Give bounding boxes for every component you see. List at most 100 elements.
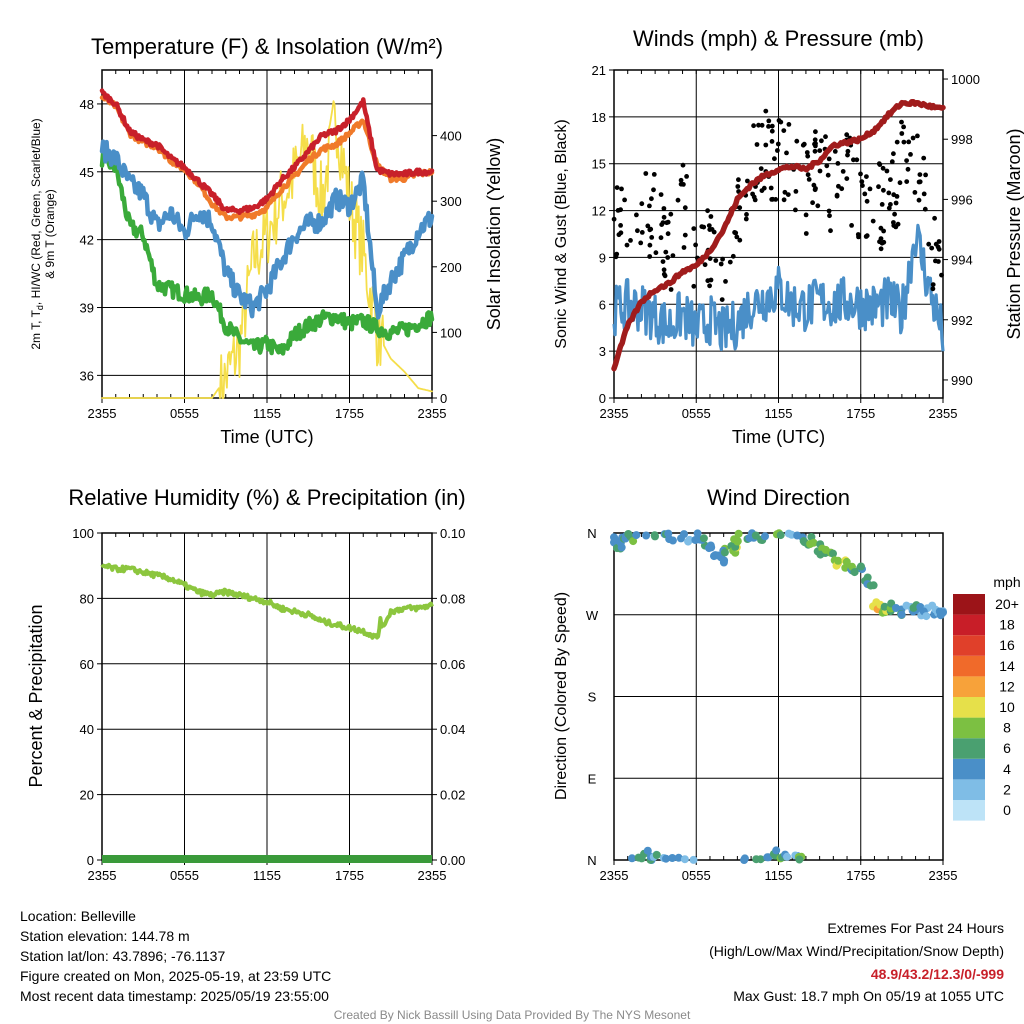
gust-point — [856, 234, 861, 240]
gust-point — [763, 142, 769, 148]
gust-point — [891, 192, 897, 198]
gust-point — [863, 234, 869, 239]
gust-point — [660, 220, 666, 226]
gust-point — [684, 174, 689, 179]
direction-point — [892, 604, 900, 612]
direction-point — [756, 855, 765, 864]
gust-point — [929, 245, 935, 251]
y2-axis-label: Solar Insolation (Yellow) — [484, 138, 504, 330]
max-gust-text: Max Gust: 18.7 mph On 05/19 at 1055 UTC — [733, 988, 1004, 1004]
gust-point — [649, 196, 654, 202]
gust-point — [730, 253, 736, 259]
y-tick-label: 48 — [80, 97, 94, 112]
gust-point — [782, 189, 788, 195]
gust-point — [702, 262, 708, 268]
x-tick-label: 2355 — [929, 406, 958, 421]
gust-point — [768, 185, 774, 191]
gust-point — [619, 186, 624, 192]
y2-tick-label: 996 — [951, 192, 973, 207]
colorbar-label: 6 — [1003, 740, 1011, 756]
colorbar-swatch — [953, 676, 985, 697]
gust-point — [661, 214, 667, 220]
gust-point — [758, 166, 764, 172]
gust-point — [879, 240, 885, 246]
gust-point — [668, 287, 674, 292]
gust-point — [786, 122, 792, 127]
colorbar-swatch — [953, 779, 985, 800]
gust-point — [888, 177, 893, 183]
gust-point — [859, 179, 865, 185]
direction-point — [733, 537, 742, 546]
gust-point — [805, 172, 811, 178]
y-tick-label: 9 — [599, 250, 606, 265]
y-tick-label: 36 — [80, 368, 94, 383]
y-tick-label: 39 — [80, 301, 94, 316]
gust-point — [681, 245, 687, 250]
direction-point — [922, 612, 931, 621]
direction-point — [668, 854, 677, 862]
y-tick-label: 0 — [87, 853, 94, 868]
y2-tick-label: 1000 — [951, 72, 980, 87]
gust-point — [670, 253, 676, 258]
gust-point — [705, 208, 710, 214]
y2-tick-label: 100 — [440, 325, 462, 340]
gust-point — [878, 236, 884, 242]
gust-point — [812, 187, 818, 193]
gust-point — [904, 158, 909, 164]
x-tick-label: 1755 — [846, 868, 875, 883]
gust-point — [886, 190, 892, 196]
direction-point — [680, 855, 689, 864]
gust-point — [845, 152, 850, 158]
direction-point — [909, 603, 918, 612]
colorbar-swatch — [953, 614, 985, 636]
gust-point — [624, 242, 630, 248]
recent-data-text: Most recent data timestamp: 2025/05/19 2… — [20, 988, 329, 1004]
gust-point — [663, 249, 669, 255]
gust-point — [622, 197, 627, 203]
gust-point — [906, 139, 912, 145]
y2-axis-label: Station Pressure (Maroon) — [1004, 128, 1024, 339]
direction-point — [651, 532, 659, 541]
gust-point — [864, 198, 870, 204]
extremes-title: Extremes For Past 24 Hours — [827, 920, 1004, 936]
gust-point — [706, 223, 712, 229]
gust-point — [635, 228, 640, 234]
gust-point — [618, 207, 623, 213]
x-tick-label: 1155 — [765, 406, 793, 421]
colorbar-swatch — [953, 635, 985, 656]
chart-title: Winds (mph) & Pressure (mb) — [633, 26, 924, 51]
gust-point — [936, 239, 942, 244]
y2-tick-label: 990 — [951, 373, 973, 388]
y2-tick-label: 0.04 — [440, 722, 465, 737]
gust-point — [638, 240, 644, 246]
y-axis-label: Direction (Colored By Speed) — [553, 592, 570, 800]
gust-point — [806, 177, 812, 182]
gust-point — [735, 184, 741, 189]
gust-point — [648, 226, 654, 232]
gust-point — [754, 142, 760, 147]
direction-point — [706, 541, 715, 550]
x-tick-label: 1755 — [846, 406, 875, 421]
y-tick-label: 18 — [592, 110, 606, 125]
direction-point — [674, 853, 683, 862]
direction-point — [761, 532, 769, 541]
direction-point — [628, 854, 636, 863]
gust-point — [905, 166, 911, 172]
colorbar-label: 4 — [1003, 761, 1011, 777]
gust-point — [800, 142, 806, 148]
direction-point — [897, 610, 906, 619]
gust-point — [849, 223, 854, 228]
x-tick-label: 2355 — [929, 868, 958, 883]
gust-point — [826, 208, 832, 214]
chart-title: Temperature (F) & Insolation (W/m²) — [91, 34, 443, 59]
gust-point — [893, 200, 899, 206]
gust-point — [639, 201, 645, 207]
x-tick-label: 2355 — [600, 868, 629, 883]
series-line-2m-t — [99, 88, 435, 216]
gust-point — [682, 205, 688, 211]
gust-point — [681, 182, 686, 187]
direction-point — [863, 573, 872, 582]
colorbar-swatch — [953, 738, 985, 759]
gust-point — [836, 183, 841, 189]
gust-point — [658, 192, 664, 198]
